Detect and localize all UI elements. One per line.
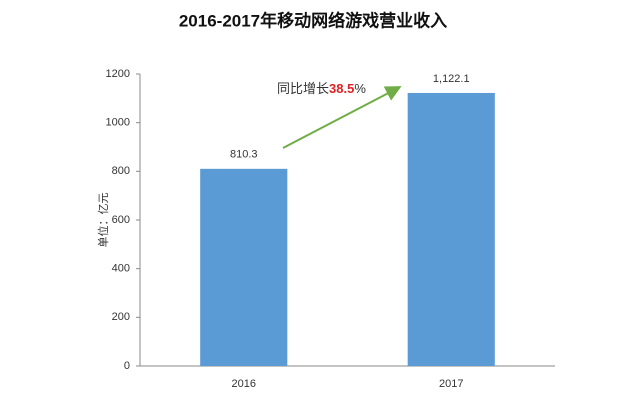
y-axis-label: 单位：亿元 [96,193,110,248]
annotation-highlight: 38.5 [329,81,354,96]
y-tick-label: 200 [112,311,130,323]
y-tick-label: 1000 [106,117,130,129]
y-tick-label: 600 [112,214,130,226]
annotation-prefix: 同比增长 [277,81,329,96]
y-tick-label: 1200 [106,68,130,80]
value-label: 1,122.1 [433,73,470,85]
bar [200,168,288,366]
x-tick-label: 2016 [232,378,256,390]
y-tick-label: 0 [124,360,130,372]
x-tick-label: 2017 [439,378,463,390]
annotation-suffix: % [354,81,366,96]
y-tick-label: 400 [112,263,130,275]
growth-arrow [282,86,402,149]
annotation: 同比增长38.5% [277,81,366,96]
bar [407,92,495,367]
y-tick-label: 800 [112,165,130,177]
chart-title: 2016-2017年移动网络游戏营业收入 [179,10,447,30]
value-label: 810.3 [230,149,258,161]
